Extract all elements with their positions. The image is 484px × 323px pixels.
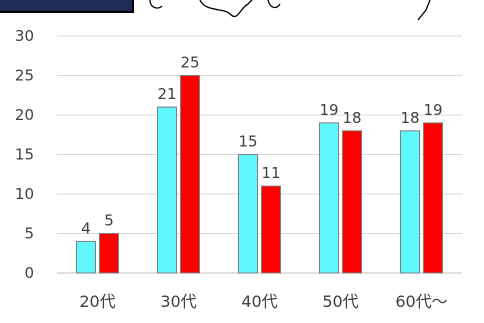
y-axis-ticks: 0 5 10 15 20 25 30 — [15, 27, 34, 282]
x-category-label: 30代 — [160, 292, 196, 311]
gridlines — [57, 35, 462, 274]
data-label: 15 — [238, 133, 257, 151]
data-label: 18 — [400, 109, 419, 127]
y-tick-label: 15 — [15, 146, 34, 164]
bar-series-1 — [238, 154, 258, 274]
bar-series-1 — [400, 130, 420, 274]
bar-series-1 — [157, 106, 177, 274]
y-tick-label: 10 — [15, 185, 34, 203]
bar-series-2 — [342, 130, 362, 274]
x-axis-categories: 20代 30代 40代 50代 60代～ — [79, 292, 447, 311]
data-label: 5 — [104, 212, 114, 230]
bar-series-2 — [261, 185, 281, 274]
x-category-label: 50代 — [322, 292, 358, 311]
data-label: 19 — [319, 101, 338, 119]
bar-series-1 — [76, 240, 96, 274]
x-category-label: 40代 — [241, 292, 277, 311]
bar-series-2 — [180, 75, 200, 274]
bar-series-2 — [423, 122, 443, 274]
x-category-label: 20代 — [79, 292, 115, 311]
header-decor — [0, 0, 431, 21]
data-label: 18 — [342, 109, 361, 127]
data-label: 4 — [81, 219, 91, 237]
y-tick-label: 0 — [24, 264, 34, 282]
y-tick-label: 30 — [15, 27, 34, 45]
data-label: 11 — [261, 164, 280, 182]
header-box — [0, 0, 134, 13]
data-label: 21 — [157, 85, 176, 103]
data-label: 25 — [180, 54, 199, 72]
speech-bubble-shape — [149, 0, 431, 21]
y-tick-label: 20 — [15, 106, 34, 124]
y-tick-label: 5 — [24, 225, 34, 243]
y-tick-label: 25 — [15, 67, 34, 85]
bar-series-1 — [319, 122, 339, 274]
x-category-label: 60代～ — [395, 292, 447, 311]
bar-series-2 — [99, 233, 119, 274]
data-label: 19 — [423, 101, 442, 119]
bars — [76, 75, 443, 274]
